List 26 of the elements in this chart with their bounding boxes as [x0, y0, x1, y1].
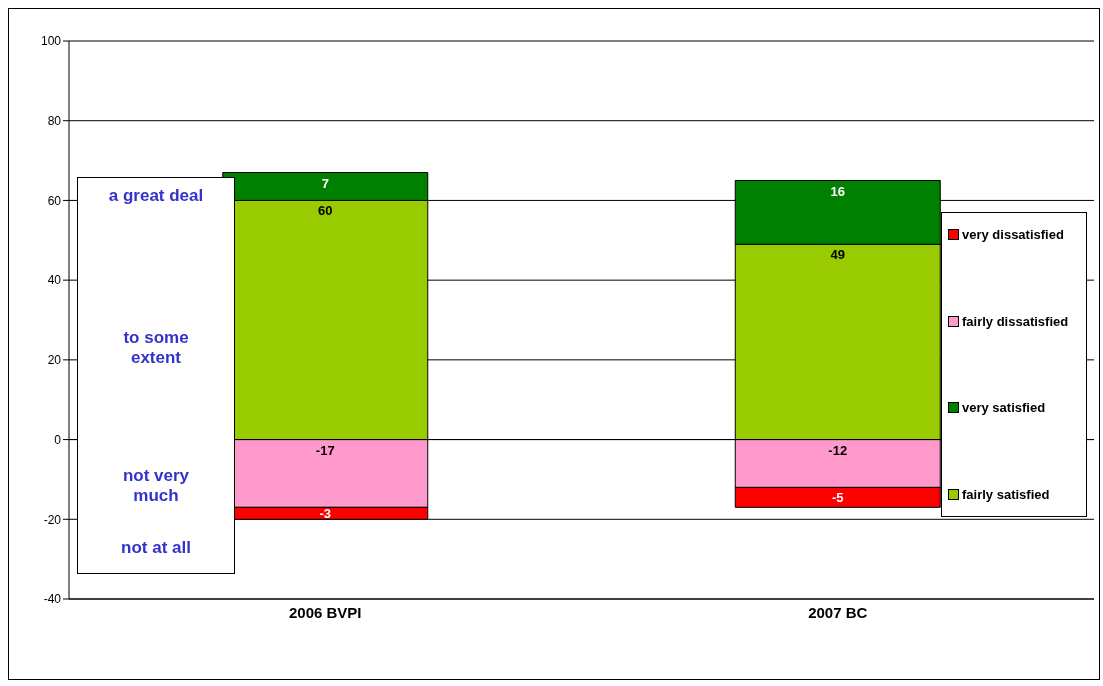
data-label: 60: [318, 203, 333, 219]
y-tick-label: 100: [40, 34, 62, 49]
y-tick-label: 40: [47, 273, 62, 288]
data-label: -5: [831, 490, 844, 506]
legend-label: very dissatisfied: [962, 227, 1064, 242]
annotation: not at all: [120, 538, 192, 558]
legend-label: fairly dissatisfied: [962, 313, 1069, 329]
annotation: not very much: [121, 466, 191, 506]
data-label: -3: [319, 506, 332, 522]
y-tick-label: -20: [43, 512, 62, 527]
legend-label: very satisfied: [962, 400, 1046, 416]
data-label: 16: [830, 183, 845, 199]
x-tick-label: 2006 BVPI: [288, 603, 362, 621]
data-label: -12: [828, 442, 848, 458]
x-tick-label: 2007 BC: [808, 603, 868, 621]
y-tick-label: 60: [47, 193, 62, 208]
y-tick-label: -40: [43, 592, 62, 607]
data-label: -17: [315, 442, 335, 458]
y-tick-label: 20: [47, 353, 62, 368]
data-label: 49: [830, 247, 845, 263]
legend-label: fairly satisfied: [962, 486, 1050, 502]
annotation: a great deal: [107, 186, 205, 206]
y-tick-label: 0: [54, 432, 62, 447]
data-label: 7: [321, 175, 329, 191]
annotation: to some extent: [122, 328, 190, 368]
y-tick-label: 80: [47, 113, 62, 128]
